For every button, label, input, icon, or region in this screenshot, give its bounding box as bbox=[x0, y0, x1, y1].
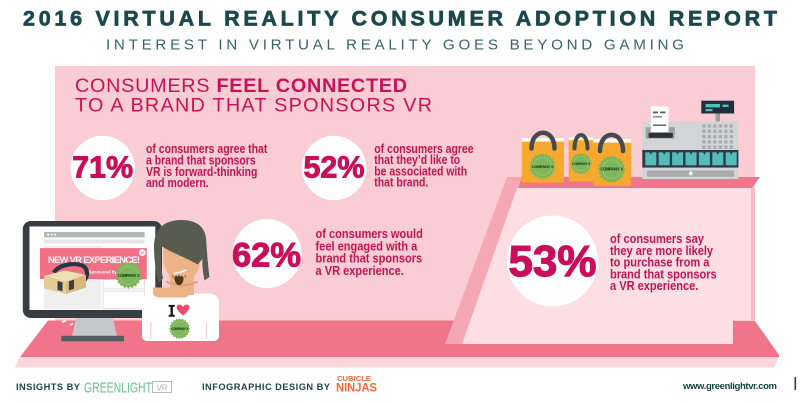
svg-text:53%: 53% bbox=[508, 237, 596, 286]
svg-text:×: × bbox=[141, 251, 145, 257]
svg-text:62%: 62% bbox=[232, 237, 301, 275]
svg-text:NINJAS: NINJAS bbox=[336, 383, 377, 395]
svg-text:www.greenlightvr.com: www.greenlightvr.com bbox=[682, 381, 777, 392]
svg-text:INSIGHTS BY: INSIGHTS BY bbox=[16, 382, 81, 392]
svg-text:CUBICLE: CUBICLE bbox=[337, 374, 371, 383]
svg-text:71%: 71% bbox=[72, 151, 133, 185]
svg-text:GREENLIGHT: GREENLIGHT bbox=[84, 380, 152, 397]
svg-text:of consumers agree that a bran: of consumers agree that a brand that spo… bbox=[146, 143, 270, 190]
svg-text:INTEREST IN VIRTUAL REALITY GO: INTEREST IN VIRTUAL REALITY GOES BEYOND … bbox=[106, 37, 684, 54]
svg-text:INFOGRAPHIC DESIGN BY: INFOGRAPHIC DESIGN BY bbox=[202, 382, 331, 392]
svg-text:Sponsored by: Sponsored by bbox=[89, 269, 118, 274]
svg-text:CONSUMERS FEEL CONNECTED: CONSUMERS FEEL CONNECTED bbox=[75, 75, 407, 97]
svg-text:52%: 52% bbox=[303, 151, 364, 185]
svg-text:of consumers say they are more: of consumers say they are more likely to… bbox=[610, 231, 720, 293]
svg-text:VR: VR bbox=[156, 383, 167, 392]
svg-text:of consumers would feel engage: of consumers would feel engaged with a b… bbox=[316, 226, 426, 278]
svg-text:2016 VIRTUAL REALITY CONSUMER: 2016 VIRTUAL REALITY CONSUMER ADOPTION R… bbox=[23, 7, 777, 31]
svg-text:NEW VR EXPERIENCE!: NEW VR EXPERIENCE! bbox=[48, 254, 140, 265]
svg-text:TO A BRAND THAT SPONSORS VR: TO A BRAND THAT SPONSORS VR bbox=[75, 95, 432, 117]
svg-text:of consumers agree that they’d: of consumers agree that they’d like to b… bbox=[374, 143, 476, 190]
